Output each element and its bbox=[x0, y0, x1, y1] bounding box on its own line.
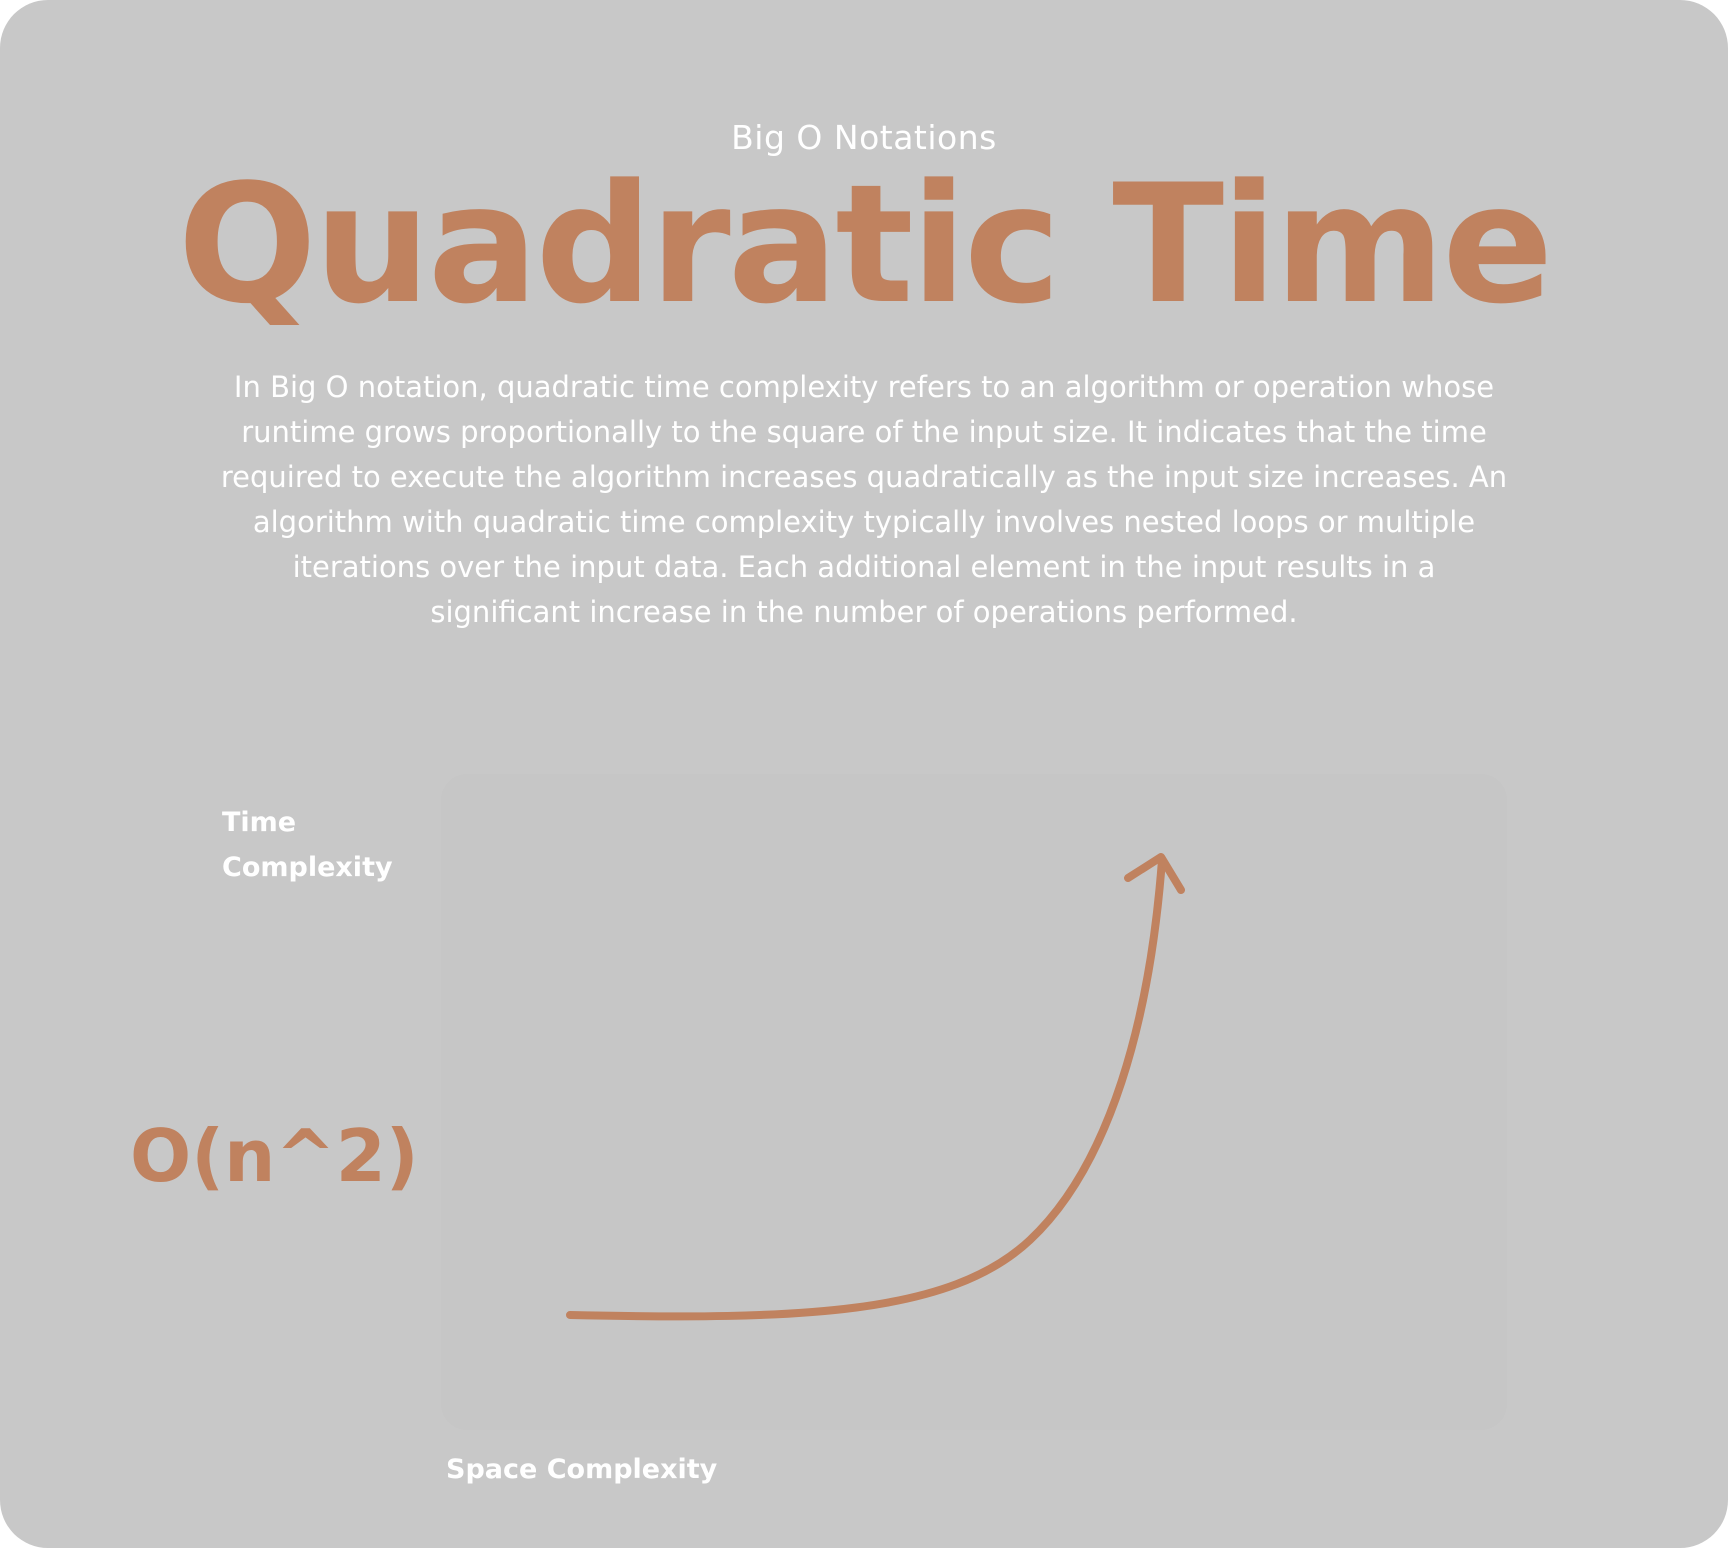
curve-arrowhead-icon bbox=[1124, 853, 1185, 894]
page-title: Quadratic Time bbox=[177, 149, 1554, 340]
diagram-plot-area bbox=[441, 774, 1507, 1430]
quadratic-curve bbox=[566, 856, 1166, 1321]
y-axis-label: Time Complexity bbox=[222, 800, 442, 890]
eyebrow-label: Big O Notations bbox=[731, 118, 997, 157]
y-axis-label-text: Time Complexity bbox=[222, 807, 393, 883]
description-text: In Big O notation, quadratic time comple… bbox=[220, 370, 1508, 629]
x-axis-label: Space Complexity bbox=[446, 1454, 718, 1485]
big-o-notation: O(n^2) bbox=[130, 1114, 419, 1198]
